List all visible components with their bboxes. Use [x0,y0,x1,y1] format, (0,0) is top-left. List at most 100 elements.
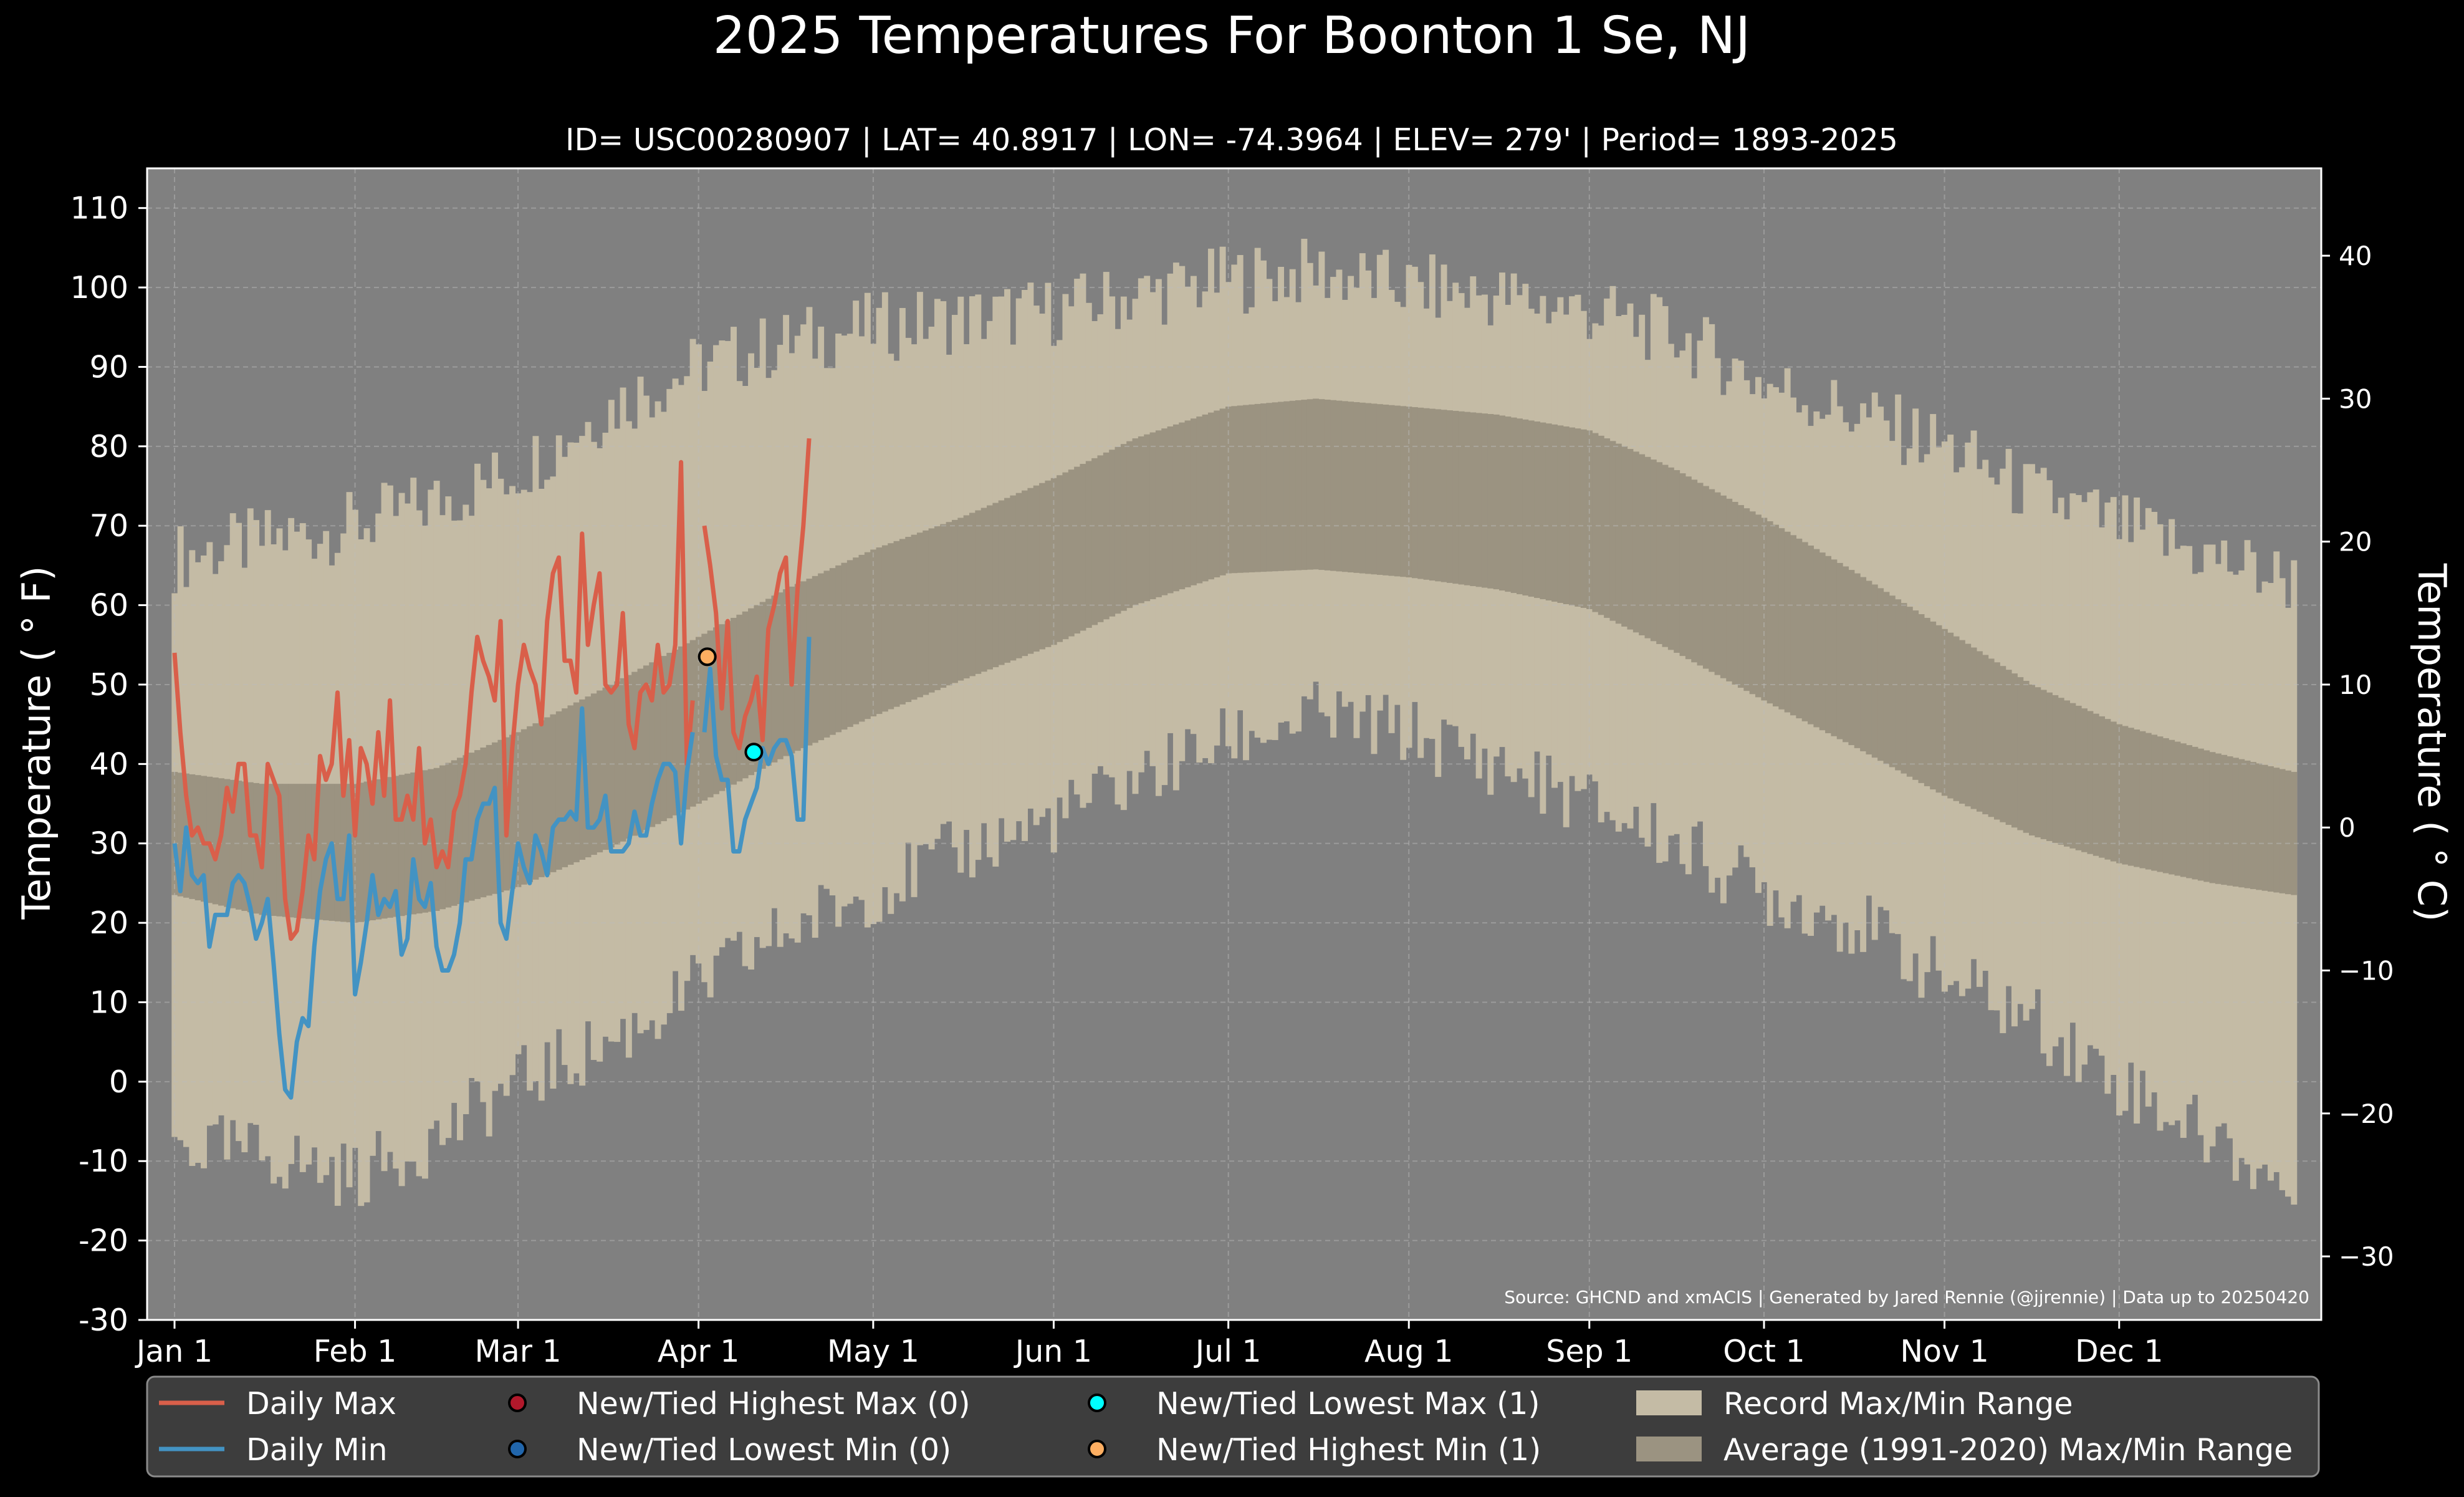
average-range-bar [1575,428,1581,607]
average-range-bar [550,714,557,872]
average-range-bar [1045,480,1052,647]
average-range-bar [317,784,324,920]
average-range-bar [1877,588,1884,761]
average-range-bar [538,720,545,877]
average-range-bar [358,782,365,922]
average-range-bar [1808,546,1814,724]
average-range-bar [282,784,289,917]
average-range-bar [1883,592,1890,764]
average-range-bar [299,784,306,918]
average-range-bar [433,768,440,911]
average-range-bar [864,552,871,720]
legend-label: Daily Min [246,1432,388,1468]
average-range-bar [1819,552,1826,731]
average-range-bar [2052,695,2059,843]
average-range-bar [2186,745,2193,878]
average-range-bar [1353,402,1360,573]
average-range-bar [2145,733,2152,870]
average-range-bar [294,784,300,918]
average-range-bar [707,630,714,797]
x-tick-label: Mar 1 [474,1334,561,1369]
average-range-bar [643,665,650,830]
average-range-bar [1650,460,1657,642]
average-range-bar [1895,599,1902,771]
average-range-bar [818,573,825,741]
average-range-bar [1697,483,1704,666]
average-range-bar [1091,458,1098,625]
average-range-bar [1627,449,1634,630]
average-range-bar [905,537,912,702]
average-range-bar [2209,752,2216,883]
average-range-bar [2075,705,2082,850]
average-range-bar [1144,434,1151,602]
x-tick-label: Jul 1 [1194,1334,1262,1369]
y-right-tick-label: 0 [2339,812,2356,843]
series-line [702,438,812,751]
average-range-bar [1336,400,1343,572]
average-range-bar [1272,402,1278,572]
average-range-bar [1179,422,1186,590]
average-range-bar [1202,414,1209,582]
average-range-bar [1836,562,1843,739]
average-range-bar [1085,461,1092,628]
average-range-bar [1499,415,1505,591]
average-range-bar [1813,549,1820,728]
y-tick-label: 110 [70,191,128,226]
average-range-bar [1918,614,1925,783]
average-range-bar [1860,577,1867,751]
average-range-bar [398,774,405,917]
average-range-bar [1773,524,1779,706]
average-range-bar [544,717,551,875]
average-range-bar [1243,405,1249,573]
average-range-bar [1569,427,1576,605]
y-tick-label: 60 [90,588,128,623]
average-range-bar [1761,517,1768,701]
y-tick-label: 50 [90,667,128,703]
series-line [172,706,695,1100]
average-range-bar [2122,726,2129,865]
average-range-bar [1481,413,1488,588]
average-range-bar [2017,677,2024,830]
average-range-bar [1970,647,1977,809]
average-range-bar [975,510,982,674]
average-range-bar [497,739,504,892]
x-tick-label: May 1 [827,1334,919,1369]
average-range-bar [2267,766,2274,892]
average-range-bar [1749,511,1756,695]
average-range-bar [1301,400,1308,570]
average-range-bar [375,779,382,920]
chart-subtitle: ID= USC00280907 | LAT= 40.8917 | LON= -7… [565,122,1898,158]
record-marker [697,647,717,667]
legend-patch-swatch [1636,1437,1702,1461]
average-range-bar [1260,403,1267,572]
x-tick-label: Nov 1 [1900,1334,1988,1369]
y-tick-label: 90 [90,349,128,385]
source-note: Source: GHCND and xmACIS | Generated by … [1504,1287,2309,1307]
average-range-bar [410,772,417,915]
average-range-bar [1540,422,1546,600]
average-range-bar [532,723,539,880]
average-range-bar [1598,435,1604,615]
average-range-bar [2029,684,2035,835]
average-range-bar [946,522,952,686]
average-range-bar [1609,441,1616,621]
average-range-bar [1115,446,1121,614]
average-range-bar [1941,628,1948,796]
average-range-bar [940,524,947,688]
average-range-bar [1615,443,1622,624]
average-range-bar [276,784,283,917]
average-range-bar [1947,632,1954,799]
x-tick-label: Feb 1 [314,1334,397,1369]
average-range-bar [1493,414,1500,590]
average-range-bar [1714,492,1721,675]
average-range-bar [1871,584,1878,758]
legend-marker-swatch [508,1394,527,1412]
average-range-bar [1376,404,1383,575]
average-range-bar [911,534,918,700]
average-range-bar [1848,570,1855,746]
average-range-bar [1510,417,1517,594]
average-range-bar [212,777,219,905]
average-range-bar [765,599,772,766]
legend-patch-swatch [1636,1390,1702,1415]
average-range-bar [777,592,784,759]
